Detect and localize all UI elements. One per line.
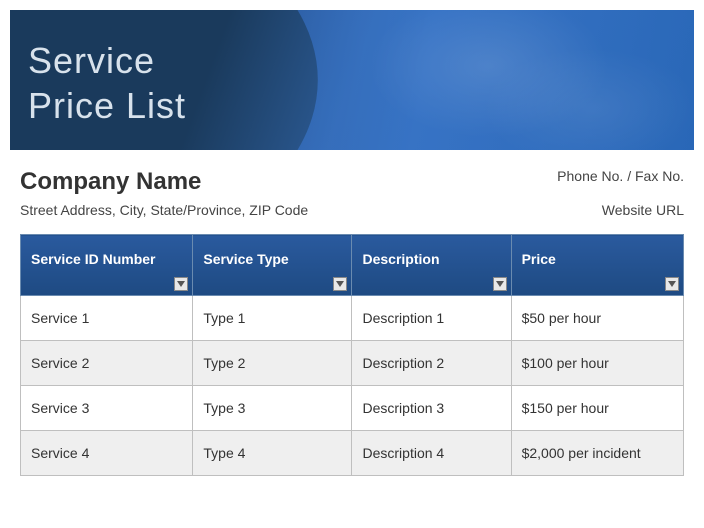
cell-service-id: Service 2 bbox=[21, 341, 193, 386]
table-row: Service 2 Type 2 Description 2 $100 per … bbox=[21, 341, 684, 386]
filter-dropdown-icon[interactable] bbox=[493, 277, 507, 291]
cell-price: $2,000 per incident bbox=[511, 431, 683, 476]
col-header-label: Service Type bbox=[203, 251, 288, 267]
col-header-description: Description bbox=[352, 235, 511, 296]
cell-service-id: Service 4 bbox=[21, 431, 193, 476]
cell-service-type: Type 3 bbox=[193, 386, 352, 431]
col-header-service-type: Service Type bbox=[193, 235, 352, 296]
cell-price: $50 per hour bbox=[511, 296, 683, 341]
company-info-row: Company Name Phone No. / Fax No. bbox=[0, 150, 704, 200]
banner: Service Price List bbox=[10, 10, 694, 150]
filter-dropdown-icon[interactable] bbox=[333, 277, 347, 291]
col-header-label: Price bbox=[522, 251, 556, 267]
banner-title-line1: Service bbox=[28, 38, 694, 83]
cell-service-type: Type 4 bbox=[193, 431, 352, 476]
cell-description: Description 3 bbox=[352, 386, 511, 431]
table-header-row: Service ID Number Service Type Descripti… bbox=[21, 235, 684, 296]
table-row: Service 3 Type 3 Description 3 $150 per … bbox=[21, 386, 684, 431]
table-row: Service 4 Type 4 Description 4 $2,000 pe… bbox=[21, 431, 684, 476]
price-table: Service ID Number Service Type Descripti… bbox=[20, 234, 684, 476]
cell-description: Description 2 bbox=[352, 341, 511, 386]
price-table-wrap: Service ID Number Service Type Descripti… bbox=[0, 234, 704, 476]
cell-description: Description 4 bbox=[352, 431, 511, 476]
col-header-label: Description bbox=[362, 251, 439, 267]
cell-price: $150 per hour bbox=[511, 386, 683, 431]
cell-service-id: Service 3 bbox=[21, 386, 193, 431]
company-address: Street Address, City, State/Province, ZI… bbox=[20, 202, 308, 218]
cell-service-id: Service 1 bbox=[21, 296, 193, 341]
banner-title-line2: Price List bbox=[28, 83, 694, 128]
cell-price: $100 per hour bbox=[511, 341, 683, 386]
cell-description: Description 1 bbox=[352, 296, 511, 341]
col-header-label: Service ID Number bbox=[31, 251, 156, 267]
table-body: Service 1 Type 1 Description 1 $50 per h… bbox=[21, 296, 684, 476]
filter-dropdown-icon[interactable] bbox=[665, 277, 679, 291]
banner-title: Service Price List bbox=[10, 10, 694, 128]
col-header-price: Price bbox=[511, 235, 683, 296]
company-name: Company Name bbox=[20, 168, 201, 196]
col-header-service-id: Service ID Number bbox=[21, 235, 193, 296]
filter-dropdown-icon[interactable] bbox=[174, 277, 188, 291]
company-sub-row: Street Address, City, State/Province, ZI… bbox=[0, 200, 704, 234]
cell-service-type: Type 2 bbox=[193, 341, 352, 386]
cell-service-type: Type 1 bbox=[193, 296, 352, 341]
phone-fax: Phone No. / Fax No. bbox=[557, 168, 684, 184]
table-row: Service 1 Type 1 Description 1 $50 per h… bbox=[21, 296, 684, 341]
company-website: Website URL bbox=[602, 202, 684, 218]
